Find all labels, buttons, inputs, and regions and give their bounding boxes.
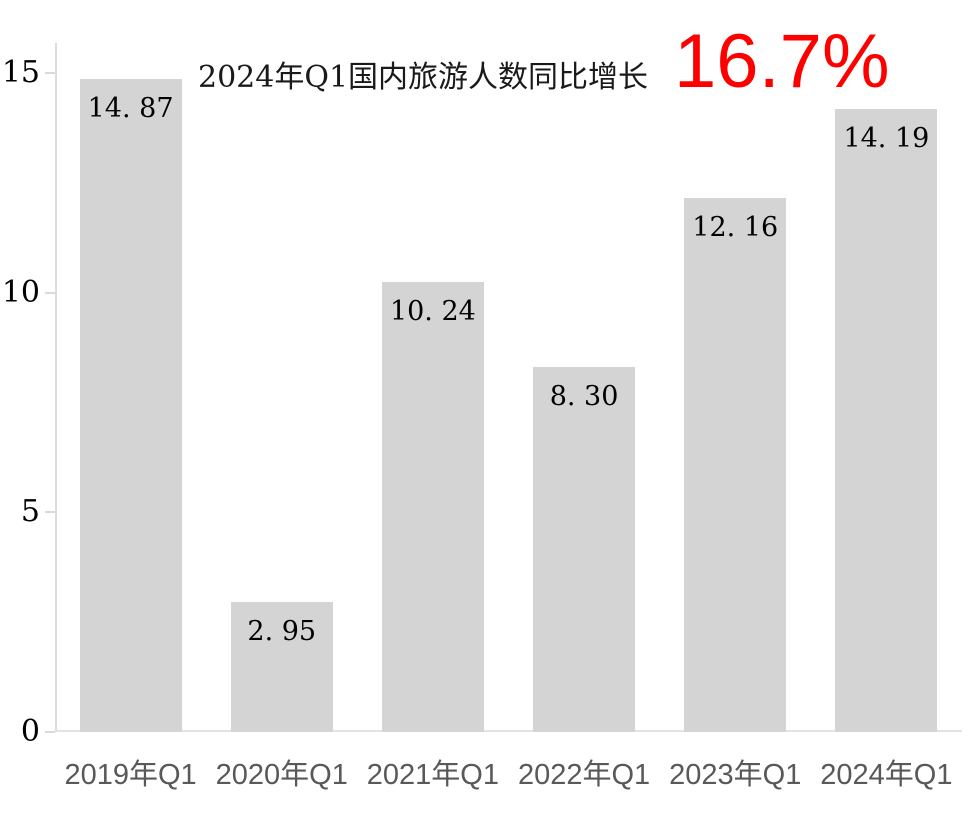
- y-axis-tick-label: 5: [20, 494, 40, 530]
- x-axis-label-2023年Q1: 2023年Q1: [669, 759, 802, 791]
- bar-2021年Q1: 10. 24: [381, 282, 484, 732]
- bar-2019年Q1: 14. 87: [79, 78, 182, 732]
- y-axis-tick-label: 0: [20, 714, 40, 749]
- x-axis-label-2024年Q1: 2024年Q1: [820, 759, 953, 791]
- bar-value-label: 2. 95: [247, 616, 317, 648]
- y-axis-tick-mark: [45, 511, 55, 514]
- bar-2020年Q1: 2. 95: [230, 602, 333, 732]
- x-axis-label-2020年Q1: 2020年Q1: [215, 759, 348, 791]
- bar-value-label: 12. 16: [692, 211, 779, 243]
- bar-2022年Q1: 8. 30: [533, 367, 636, 732]
- plot-area: [55, 43, 962, 732]
- bar-2023年Q1: 12. 16: [684, 197, 787, 732]
- x-axis-label-2019年Q1: 2019年Q1: [64, 759, 197, 791]
- y-axis-tick-mark: [45, 72, 55, 74]
- chart-title: 2024年Q1国内旅游人数同比增长 16.7%: [198, 24, 890, 100]
- chart-title-text: 2024年Q1国内旅游人数同比增长: [198, 60, 649, 95]
- bar-2024年Q1: 14. 19: [835, 108, 938, 732]
- y-axis-tick-label: 10: [1, 274, 40, 310]
- bar-value-label: 14. 87: [87, 92, 174, 124]
- y-axis-tick-label: 15: [1, 55, 40, 90]
- y-axis-tick-mark: [45, 291, 55, 294]
- bar-value-label: 14. 19: [843, 122, 930, 154]
- chart-title-highlight-value: 16.7%: [674, 19, 890, 104]
- x-axis-label-2021年Q1: 2021年Q1: [366, 759, 499, 791]
- y-axis-tick-mark: [45, 731, 55, 733]
- x-axis-label-2022年Q1: 2022年Q1: [517, 759, 651, 791]
- bar-value-label: 8. 30: [549, 381, 619, 413]
- bar-value-label: 10. 24: [389, 296, 476, 328]
